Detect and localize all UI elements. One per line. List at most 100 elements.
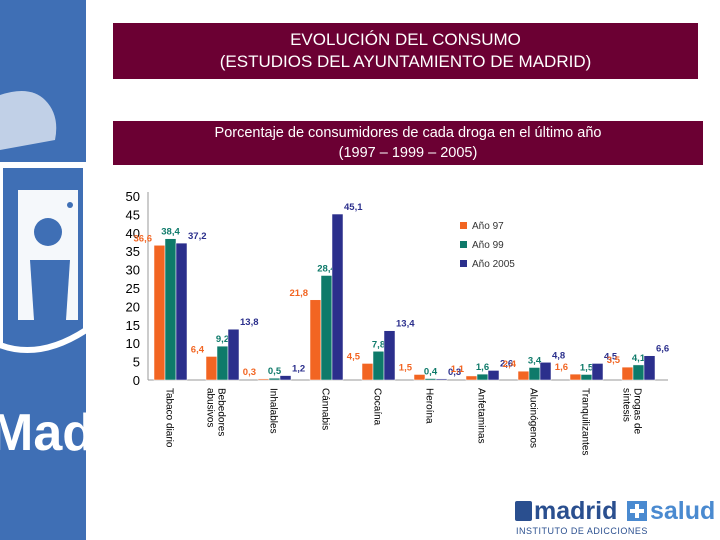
x-tick-label: Heroína xyxy=(424,388,435,424)
legend-label: Año 2005 xyxy=(472,259,515,270)
bar xyxy=(643,355,656,381)
data-label: 13,8 xyxy=(240,317,259,328)
bar xyxy=(621,366,634,381)
data-label: 0,3 xyxy=(243,367,256,378)
x-tick-label: Tabaco diario xyxy=(164,388,175,448)
bar xyxy=(632,364,645,381)
data-label: 4,5 xyxy=(347,351,361,362)
madrid-salud-logo: madrid salud INSTITUTO DE ADICCIONES xyxy=(512,497,717,540)
bar xyxy=(175,242,188,381)
bar xyxy=(383,330,396,381)
bar xyxy=(465,375,478,381)
bar xyxy=(476,373,489,381)
y-tick-label: 20 xyxy=(126,299,140,314)
y-tick-label: 40 xyxy=(126,226,140,241)
data-label: 1,1 xyxy=(451,364,465,375)
legend-swatch xyxy=(460,222,467,229)
bar xyxy=(528,367,541,381)
data-label: 28,4 xyxy=(317,263,336,274)
subtitle-line-1: Porcentaje de consumidores de cada droga… xyxy=(214,125,602,141)
y-tick-label: 25 xyxy=(126,281,140,296)
y-tick-label: 0 xyxy=(133,373,140,388)
page-title: EVOLUCIÓN DEL CONSUMO (ESTUDIOS DEL AYUN… xyxy=(113,23,698,79)
bar xyxy=(279,375,292,381)
bar-chart: 0 5 10 15 20 25 30 35 40 45 50 36,6 38,4 37,2 Tabaco d… xyxy=(126,189,670,455)
bar xyxy=(539,362,552,381)
bar xyxy=(153,245,166,381)
sidebar-logo-text: Madrid xyxy=(0,404,86,462)
bar xyxy=(424,378,437,381)
subtitle-line-2: (1997 – 1999 – 2005) xyxy=(338,145,478,161)
data-label: 45,1 xyxy=(344,202,363,213)
data-label: 0,3 xyxy=(448,367,461,378)
data-label: 13,4 xyxy=(396,319,415,330)
data-label: 0,5 xyxy=(268,366,282,377)
x-tick-label: Anfetaminas xyxy=(476,388,487,444)
data-label: 1,6 xyxy=(476,362,489,373)
x-tick-label: Cocaína xyxy=(372,388,383,426)
bar xyxy=(205,356,218,381)
y-tick-label: 35 xyxy=(126,244,140,259)
data-label: 38,4 xyxy=(161,227,180,238)
data-label: 1,2 xyxy=(292,364,305,375)
data-label: 9,2 xyxy=(216,334,229,345)
data-label: 3,4 xyxy=(528,355,542,366)
data-label: 21,8 xyxy=(290,288,309,299)
data-label: 2,6 xyxy=(500,358,513,369)
bar xyxy=(580,374,593,381)
data-label: 1,5 xyxy=(399,362,413,373)
legend-swatch xyxy=(460,260,467,267)
data-label: 6,6 xyxy=(656,344,669,355)
data-label: 3,5 xyxy=(607,355,621,366)
chart-subtitle: Porcentaje de consumidores de cada droga… xyxy=(113,121,703,165)
bar xyxy=(309,299,322,381)
data-label: 4,5 xyxy=(604,351,618,362)
legend-label: Año 99 xyxy=(472,240,504,251)
plus-icon xyxy=(627,501,647,521)
bar xyxy=(361,363,374,381)
y-tick-label: 5 xyxy=(133,355,140,370)
bar xyxy=(268,377,281,381)
bar xyxy=(591,363,604,381)
logo-word-salud: salud xyxy=(650,497,716,525)
x-tick-label: Inhalables xyxy=(268,388,279,434)
bar xyxy=(372,351,385,381)
bar xyxy=(487,370,500,381)
logo-word-madrid: madrid xyxy=(534,497,618,525)
bar xyxy=(331,213,344,381)
bar xyxy=(164,238,177,381)
crest-small-icon xyxy=(515,501,532,521)
data-label: 4,8 xyxy=(552,350,565,361)
data-label: 4,1 xyxy=(632,353,646,364)
data-label: 7,8 xyxy=(372,339,385,350)
bar xyxy=(257,378,270,381)
y-tick-label: 30 xyxy=(126,263,140,278)
data-label: 6,4 xyxy=(191,344,205,355)
data-label: 1,6 xyxy=(555,362,568,373)
y-tick-label: 50 xyxy=(126,189,140,204)
bar xyxy=(216,345,229,381)
bar xyxy=(569,373,582,381)
bar xyxy=(413,374,426,381)
x-tick-label: Alucinógenos xyxy=(528,388,539,448)
data-label: 36,6 xyxy=(134,233,153,244)
bar xyxy=(227,328,240,381)
data-label: 1,5 xyxy=(580,362,594,373)
x-tick-label: Drogas desíntesis xyxy=(621,388,643,435)
bar xyxy=(517,370,530,381)
bar xyxy=(320,275,333,381)
x-tick-label: Bebedoresabusivos xyxy=(205,388,227,436)
x-tick-label: Cánnabis xyxy=(320,388,331,430)
legend-label: Año 97 xyxy=(472,221,504,232)
y-tick-label: 15 xyxy=(126,318,140,333)
madrid-crest-icon: Madrid xyxy=(0,91,86,462)
x-tick-label: Tranquilizantes xyxy=(580,388,591,455)
legend-swatch xyxy=(460,241,467,248)
logo-subtitle: INSTITUTO DE ADICCIONES xyxy=(516,526,648,536)
data-label: 2,4 xyxy=(503,359,517,370)
title-line-1: EVOLUCIÓN DEL CONSUMO xyxy=(290,30,521,49)
data-label: 0,4 xyxy=(424,367,438,378)
title-line-2: (ESTUDIOS DEL AYUNTAMIENTO DE MADRID) xyxy=(219,52,592,71)
data-label: 37,2 xyxy=(188,231,207,242)
bar xyxy=(435,378,448,381)
